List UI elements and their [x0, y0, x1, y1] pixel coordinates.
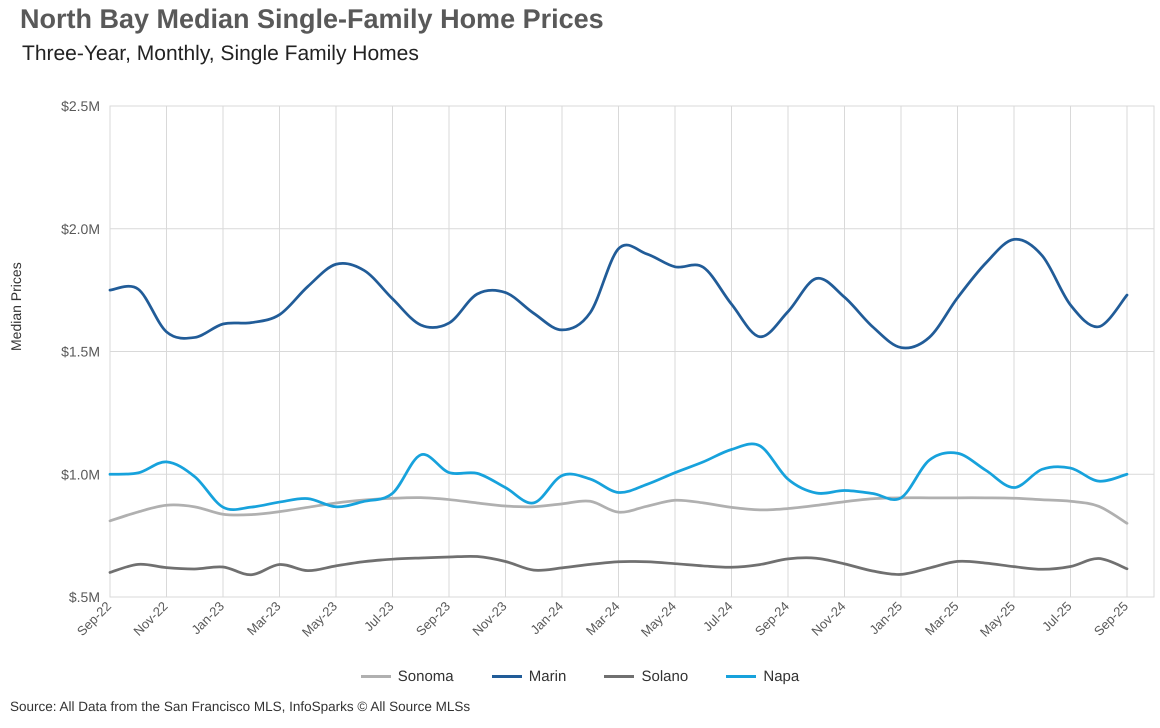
svg-text:May-24: May-24 [638, 599, 679, 640]
svg-text:Jul-24: Jul-24 [700, 599, 736, 635]
svg-text:Jul-23: Jul-23 [361, 599, 397, 635]
svg-text:Nov-24: Nov-24 [808, 599, 848, 639]
svg-text:$2.0M: $2.0M [61, 221, 100, 237]
svg-text:May-25: May-25 [977, 599, 1018, 640]
svg-text:Sep-24: Sep-24 [752, 599, 792, 639]
svg-text:Mar-25: Mar-25 [922, 599, 962, 639]
svg-text:$2.5M: $2.5M [61, 98, 100, 114]
svg-text:$1.0M: $1.0M [61, 466, 100, 482]
svg-text:May-23: May-23 [299, 599, 340, 640]
svg-text:Sep-23: Sep-23 [413, 599, 453, 639]
svg-text:Sep-25: Sep-25 [1091, 599, 1131, 639]
svg-text:Jan-24: Jan-24 [527, 599, 566, 638]
svg-text:Nov-22: Nov-22 [130, 599, 170, 639]
svg-text:Jan-23: Jan-23 [188, 599, 227, 638]
svg-text:Jul-25: Jul-25 [1039, 599, 1075, 635]
svg-text:Mar-23: Mar-23 [244, 599, 284, 639]
svg-text:Mar-24: Mar-24 [583, 599, 623, 639]
svg-text:Jan-25: Jan-25 [866, 599, 905, 638]
svg-text:$.5M: $.5M [69, 589, 100, 605]
svg-text:$1.5M: $1.5M [61, 344, 100, 360]
svg-text:Nov-23: Nov-23 [469, 599, 509, 639]
